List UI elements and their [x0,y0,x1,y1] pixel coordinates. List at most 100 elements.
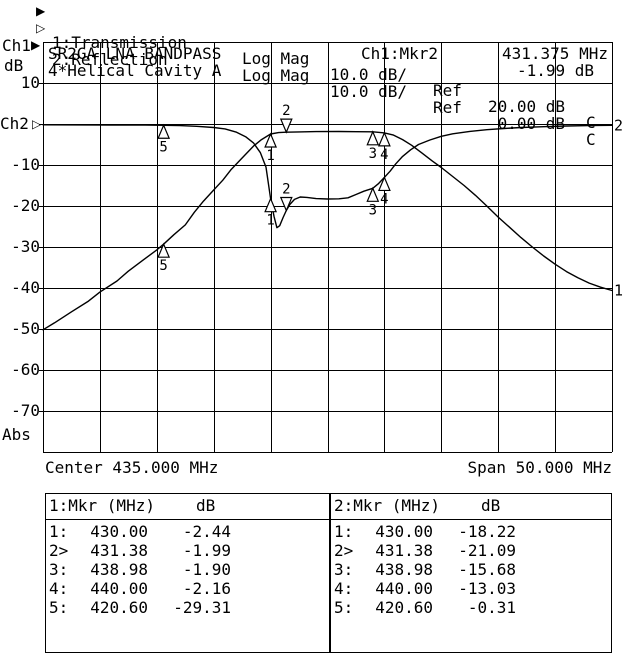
marker-table-ch1-rows: 1: 430.00 -2.44 2> 431.38 -1.99 3: 438.98 -1.90 4… [46,520,329,652]
marker-value: -0.31 [467,598,516,617]
marker-frequency: 430.00 [375,522,433,541]
marker-frequency: 431.38 [375,541,433,560]
y-axis-label--60: -60 [11,360,40,379]
y-axis-label--30: -30 [11,237,40,256]
marker-table-2-row-5: 5: 420.60 -0.31 [331,598,611,617]
marker-number: 5: [334,598,354,617]
ch1-format-label: Log Mag [242,49,310,68]
marker-table-2-row-3: 3: 438.98 -15.68 [331,560,611,579]
marker-table-2-row-1: 1: 430.00 -18.22 [331,522,611,541]
marker-3-trace-2-icon [366,186,380,202]
marker-2-trace-2-number: 2 [282,181,290,197]
marker-3-trace-1-icon [366,130,380,146]
ch2-marker-arrow-icon: ▷ [36,21,46,35]
marker-number: 1: [334,522,354,541]
title-line-2: 4*Helical Cavity A [48,61,222,80]
marker-frequency: 431.38 [90,541,148,560]
marker-table-ch2-header: 2:Mkr (MHz) dB [331,494,611,520]
marker-table-1-row-1: 1: 430.00 -2.44 [46,522,329,541]
marker-table-2-row-4: 4: 440.00 -13.03 [331,579,611,598]
ch2-ref-value: 0.00 dB [497,114,565,133]
marker-2-trace-2-icon [279,196,293,213]
marker-table-ch2-rows: 1: 430.00 -18.22 2> 431.38 -21.09 3: 438.98 -15.… [331,520,611,652]
marker-table-ch1-header: 1:Mkr (MHz) dB [46,494,329,520]
marker-number: 3: [334,560,354,579]
marker-table-1-row-2: 2> 431.38 -1.99 [46,541,329,560]
marker-table-ch1-unit: dB [196,496,216,515]
trace-1 [42,130,613,331]
marker-number: 2> [49,541,69,560]
ch1-ref-pointer-icon: ▶ [31,38,41,52]
marker-table-1-row-5: 5: 420.60 -29.31 [46,598,329,617]
marker-frequency: 430.00 [90,522,148,541]
marker-value: -1.90 [182,560,231,579]
ch1-ref-label: Ref [433,81,462,100]
marker-value: -2.16 [182,579,231,598]
y-axis-label--70: -70 [11,401,40,420]
ch2-cal-status: C [586,130,596,149]
marker-table-ch2-title: 2:Mkr (MHz) [334,496,440,515]
ch1-marker-arrow-icon: ▶ [36,4,46,18]
marker-value: -15.68 [458,560,516,579]
marker-2-trace-1-number: 2 [282,103,290,119]
marker-table-1-row-4: 4: 440.00 -2.16 [46,579,329,598]
marker-value: -18.22 [458,522,516,541]
marker-number: 2> [334,541,354,560]
marker-1-trace-2-icon [264,197,278,213]
y-axis-label--10: -10 [11,155,40,174]
trace-1-end-label: 1 [614,281,623,299]
y-axis-label-10: 10 [20,73,40,92]
ch2-format-label: Log Mag [242,66,310,85]
marker-frequency: 420.60 [90,598,148,617]
marker-value: -13.03 [458,579,516,598]
marker-3-trace-1-number: 3 [369,146,377,162]
marker-1-trace-2-number: 1 [266,213,274,229]
ch2-ref-pointer-icon: ▷ [32,117,42,131]
ch1-scale-label: 10.0 dB/ [330,65,408,84]
marker-value: -2.44 [182,522,231,541]
trace-2-end-label: 2 [614,116,623,134]
marker-value: -21.09 [458,541,516,560]
marker-frequency: 420.60 [375,598,433,617]
marker-table-1-row-3: 3: 438.98 -1.90 [46,560,329,579]
marker-table-ch2-unit: dB [481,496,501,515]
marker-frequency: 438.98 [90,560,148,579]
ch2-scale-label: 10.0 dB/ [330,82,408,101]
readout-frequency: 431.375 MHz [502,44,608,63]
marker-5-trace-2-icon [157,123,171,139]
marker-number: 4: [49,579,69,598]
ch2-axis-label: Ch2 [0,114,29,133]
abs-mode-label: Abs [2,425,31,444]
readout-value: -1.99 dB [516,61,594,80]
marker-value: -1.99 [182,541,231,560]
trace-2 [42,124,613,229]
marker-4-trace-1-icon [377,131,391,147]
ch1-trace-label: 1:Transmission [52,33,187,52]
marker-4-trace-2-icon [377,175,391,192]
y-axis-label--40: -40 [11,278,40,297]
marker-5-trace-1-number: 5 [159,258,167,274]
marker-number: 4: [334,579,354,598]
marker-table-2-row-2: 2> 431.38 -21.09 [331,541,611,560]
ch1-axis-label: Ch1 [2,36,31,55]
y-axis-label--20: -20 [11,196,40,215]
marker-table-ch2: 2:Mkr (MHz) dB 1: 430.00 -18.22 2> 431.38 -21… [330,493,612,653]
marker-frequency: 438.98 [375,560,433,579]
ch2-ref-label: Ref [433,98,462,117]
marker-3-trace-2-number: 3 [369,202,377,218]
marker-4-trace-2-number: 4 [380,191,388,207]
title-line-1: SR2GA LNA BANDPASS [48,44,222,63]
marker-1-trace-1-icon [264,132,278,148]
marker-table-ch1-title: 1:Mkr (MHz) [49,496,155,515]
channel1-annotation-row: ▶ 1:Transmission Log Mag 10.0 dB/ Ref 2 0… [0,3,640,131]
marker-value: -29.31 [173,598,231,617]
ch2-trace-label: 2:Reflection [52,50,168,69]
span-label: Span 50.000 MHz [467,458,613,477]
marker-frequency: 440.00 [375,579,433,598]
marker-2-trace-1-icon [279,118,293,134]
marker-4-trace-1-number: 4 [380,147,388,163]
db-unit-label: dB [4,56,24,75]
marker-number: 5: [49,598,69,617]
